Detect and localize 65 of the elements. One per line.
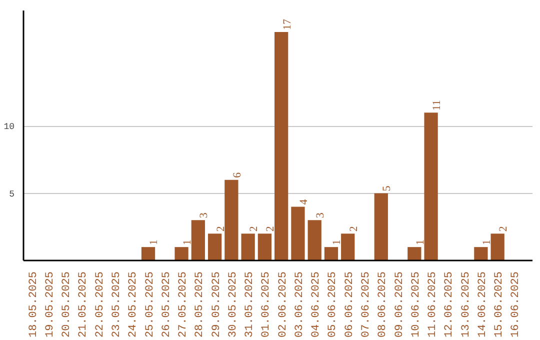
x-tick-label: 27.05.2025 — [178, 271, 190, 338]
x-tick-label: 13.06.2025 — [460, 271, 472, 338]
bar — [208, 234, 222, 260]
data-label: 2 — [348, 226, 360, 232]
x-tick-label: 28.05.2025 — [194, 271, 206, 338]
data-label: 1 — [148, 240, 160, 246]
data-label: 2 — [264, 226, 277, 232]
bar — [324, 247, 338, 260]
x-tick-label: 30.05.2025 — [227, 271, 240, 338]
data-label: 2 — [498, 226, 510, 232]
x-tick-label: 29.05.2025 — [210, 271, 223, 338]
bar — [341, 234, 355, 260]
x-tick-label: 07.06.2025 — [360, 271, 372, 338]
bar — [291, 206, 305, 260]
bar — [474, 247, 488, 260]
bar — [490, 234, 504, 260]
data-label: 11 — [431, 100, 444, 111]
data-label: 2 — [214, 226, 227, 232]
bar — [258, 234, 272, 260]
x-tick-label: 12.06.2025 — [444, 271, 456, 338]
x-tick-label: 01.06.2025 — [260, 271, 273, 338]
data-label: 1 — [480, 240, 493, 246]
x-tick-label: 14.06.2025 — [476, 271, 489, 338]
x-tick-label: 09.06.2025 — [394, 271, 406, 338]
data-label: 3 — [314, 212, 327, 218]
x-tick-label: 23.05.2025 — [110, 271, 123, 338]
x-tick-label: 18.05.2025 — [28, 271, 40, 338]
data-label: 6 — [231, 172, 244, 178]
data-label: 2 — [248, 226, 260, 232]
x-tick-label: 26.05.2025 — [160, 271, 173, 338]
x-tick-label: 16.06.2025 — [510, 271, 522, 338]
x-tick-label: 24.05.2025 — [128, 271, 140, 338]
data-label: 1 — [182, 240, 194, 246]
bar — [308, 220, 322, 260]
x-tick-label: 20.05.2025 — [61, 271, 74, 338]
data-label: 3 — [198, 212, 210, 218]
x-tick-label: 21.05.2025 — [78, 271, 90, 338]
bar — [424, 112, 438, 260]
bar — [224, 180, 238, 260]
bar — [374, 193, 388, 260]
bar — [408, 247, 422, 260]
bar — [241, 234, 255, 260]
x-tick-label: 25.05.2025 — [144, 271, 156, 338]
x-tick-label: 15.06.2025 — [494, 271, 506, 338]
x-tick-label: 04.06.2025 — [310, 271, 323, 338]
x-tick-label: 02.06.2025 — [277, 271, 290, 338]
x-tick-label: 31.05.2025 — [244, 271, 256, 338]
x-tick-label: 03.06.2025 — [294, 271, 306, 338]
x-tick-label: 19.05.2025 — [44, 271, 56, 338]
x-tick-label: 11.06.2025 — [427, 271, 440, 338]
bar — [174, 247, 188, 260]
bar — [141, 247, 156, 260]
x-tick-label: 10.06.2025 — [410, 271, 422, 338]
x-tick-label: 08.06.2025 — [377, 271, 390, 338]
data-label: 1 — [331, 240, 344, 246]
bar — [191, 220, 205, 260]
bar — [274, 32, 288, 260]
data-label: 4 — [298, 198, 310, 205]
x-tick-label: 06.06.2025 — [344, 271, 356, 338]
data-label: 1 — [414, 240, 426, 246]
x-tick-label: 22.05.2025 — [94, 271, 106, 338]
data-label: 5 — [381, 185, 394, 192]
x-tick-label: 05.06.2025 — [327, 271, 340, 338]
data-label: 17 — [281, 18, 294, 30]
y-tick-label: 10 — [4, 122, 15, 132]
